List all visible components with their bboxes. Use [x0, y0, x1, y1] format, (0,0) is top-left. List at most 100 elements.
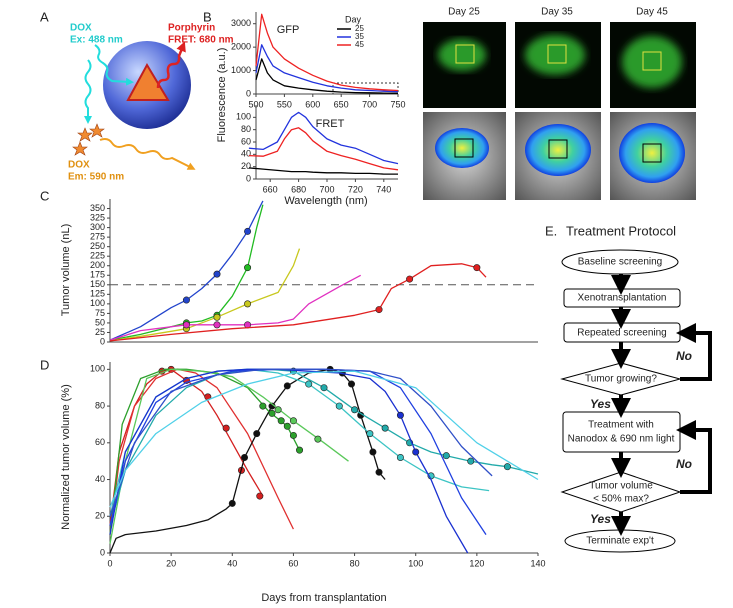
series-line	[109, 370, 539, 508]
y-tick-label: 100	[90, 364, 105, 374]
node	[562, 411, 681, 453]
roi	[642, 51, 662, 71]
y-tick-label: 250	[90, 241, 105, 251]
data-point	[289, 417, 297, 425]
data-point	[305, 380, 313, 388]
arrow	[676, 420, 712, 494]
data-point	[369, 448, 377, 456]
gfp-signal	[438, 39, 486, 71]
arrow	[676, 323, 712, 381]
data-point	[244, 264, 252, 272]
y-axis-label: Tumor volume (nL)	[60, 224, 72, 317]
data-point	[283, 422, 291, 430]
node	[560, 471, 682, 513]
y-axis-label: Normalized tumor volume (%)	[60, 384, 72, 529]
data-point	[442, 452, 450, 460]
y-tick-label: 80	[95, 400, 105, 410]
data-point	[381, 424, 389, 432]
dox-ex: Ex: 488 nm	[70, 35, 123, 46]
y-tick-label: 25	[95, 327, 105, 337]
x-tick-label: 600	[305, 99, 320, 109]
data-point	[283, 382, 291, 390]
x-axis-label: Days from transplantation	[261, 592, 386, 604]
x-tick-label: 650	[334, 99, 349, 109]
y-tick-label: 300	[90, 222, 105, 232]
series-line	[109, 368, 493, 517]
series-line	[248, 111, 399, 165]
series-line	[109, 368, 386, 554]
roi	[642, 143, 662, 163]
gfp-signal	[525, 35, 585, 75]
data-point	[296, 446, 304, 454]
data-point	[241, 453, 249, 461]
chart-title: GFP	[277, 24, 300, 36]
x-tick-label: 700	[319, 184, 334, 194]
fret-heatmap	[525, 124, 591, 176]
y-tick-label: 40	[95, 474, 105, 484]
panel-label: B	[203, 9, 212, 24]
y-tick-label: 200	[90, 260, 105, 270]
data-point	[320, 384, 328, 392]
series-line	[109, 368, 301, 535]
data-point	[213, 313, 221, 321]
x-tick-label: 550	[277, 99, 292, 109]
y-tick-label: 0	[100, 336, 105, 346]
y-tick-label: 100	[90, 298, 105, 308]
x-axis-label: Wavelength (nm)	[284, 195, 367, 207]
x-tick-label: 140	[530, 558, 545, 568]
y-tick-label: 175	[90, 270, 105, 280]
porphyrin: FRET: 680 nm	[168, 35, 234, 46]
y-tick-label: 20	[241, 161, 251, 171]
data-point	[375, 468, 383, 476]
x-tick-label: 700	[362, 99, 377, 109]
x-tick-label: 750	[390, 99, 405, 109]
data-point	[348, 380, 356, 388]
edge-label: Yes	[590, 397, 611, 411]
y-tick-label: 60	[241, 136, 251, 146]
x-tick-label: 60	[288, 558, 298, 568]
data-point	[406, 275, 414, 283]
node-label: Tumor volume	[589, 481, 653, 492]
y-tick-label: 0	[246, 173, 251, 183]
data-point	[335, 402, 343, 410]
y-tick-label: 2000	[231, 42, 251, 52]
roi	[548, 139, 568, 159]
y-tick-label: 150	[90, 279, 105, 289]
y-tick-label: 50	[95, 317, 105, 327]
y-tick-label: 350	[90, 203, 105, 213]
data-point	[289, 431, 297, 439]
series-line	[109, 274, 362, 341]
series-line	[109, 368, 490, 517]
dox-ex: DOX	[70, 23, 92, 34]
flowchart-title: Treatment Protocol	[566, 223, 676, 238]
x-tick-label: 720	[348, 184, 363, 194]
legend-title: Day	[345, 14, 362, 24]
data-point	[244, 300, 252, 308]
data-point	[259, 402, 267, 410]
data-point	[222, 424, 230, 432]
dox-em: Em: 590 nm	[68, 172, 124, 183]
fret-arrow	[156, 41, 186, 89]
dox-star	[72, 141, 88, 156]
legend-label: 45	[355, 40, 364, 49]
fret-heatmap	[619, 123, 685, 183]
panel-label: D	[40, 357, 49, 372]
legend-label: 25	[355, 24, 364, 33]
x-tick-label: 120	[469, 558, 484, 568]
dox-em: DOX	[68, 160, 90, 171]
roi	[455, 44, 475, 64]
node-label: Treatment with	[588, 420, 654, 431]
node-label: Nanodox & 690 nm light	[568, 434, 675, 445]
data-point	[268, 409, 276, 417]
node-label: < 50% max?	[593, 494, 649, 505]
y-tick-label: 3000	[231, 18, 251, 28]
edge-label: No	[676, 349, 692, 363]
x-tick-label: 660	[263, 184, 278, 194]
chart-title: FRET	[316, 118, 345, 130]
image-title: Day 45	[636, 7, 668, 18]
x-tick-label: 500	[248, 99, 263, 109]
data-point	[366, 430, 374, 438]
series-line	[109, 368, 539, 526]
y-tick-label: 275	[90, 232, 105, 242]
